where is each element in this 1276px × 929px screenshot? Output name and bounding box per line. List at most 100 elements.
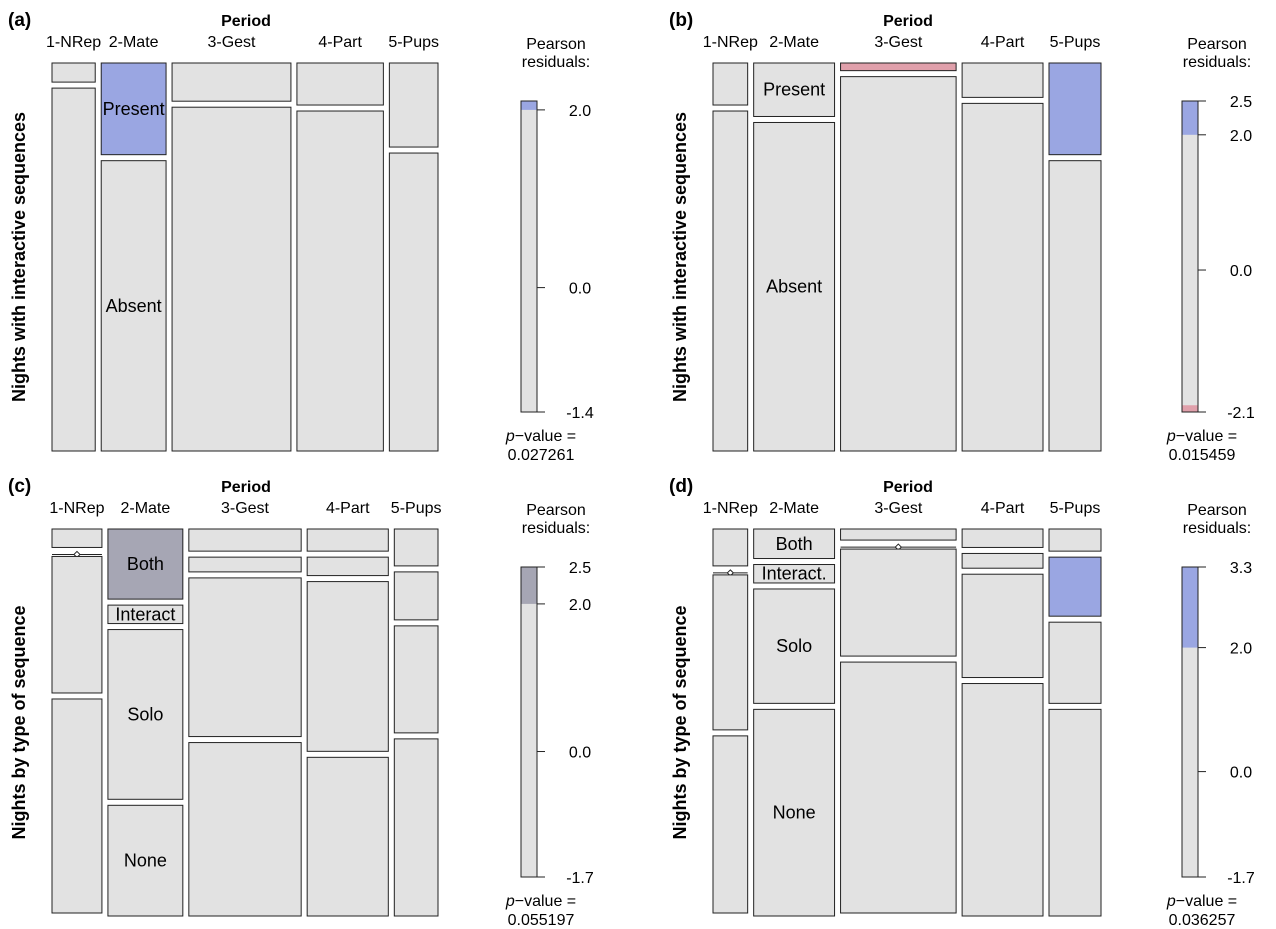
column-label: 3-Gest xyxy=(874,34,923,51)
column-label: 3-Gest xyxy=(874,500,923,517)
legend-positive-segment xyxy=(521,567,537,604)
cell-label: Both xyxy=(127,554,164,574)
cell-label: Both xyxy=(776,534,813,554)
mosaic-cell xyxy=(306,528,389,552)
column-label: 4-Part xyxy=(326,500,370,517)
mosaic-cell xyxy=(961,102,1044,452)
panel-letter: (a) xyxy=(8,10,31,31)
mosaic-cell xyxy=(107,528,184,600)
mosaic-cell xyxy=(961,528,1044,548)
mosaic-cell xyxy=(388,62,439,148)
column-label: 2-Mate xyxy=(769,34,819,51)
cell-label: Present xyxy=(103,99,165,119)
mosaic-cell xyxy=(753,121,836,452)
column-label: 1-NRep xyxy=(703,34,758,51)
mosaic-cell xyxy=(393,625,439,734)
mosaic-cell xyxy=(753,564,836,584)
y-axis-label: Nights by type of sequence xyxy=(9,605,29,839)
mosaic-cell xyxy=(51,698,103,914)
mosaic-cell xyxy=(840,76,957,452)
mosaic-cell xyxy=(100,160,167,452)
mosaic-cell xyxy=(840,528,957,541)
legend-title: Pearson xyxy=(526,36,586,53)
mosaic-cell xyxy=(107,804,184,917)
legend-tick-label: 0.0 xyxy=(1230,263,1252,280)
mosaic-cell xyxy=(961,573,1044,679)
column-label: 5-Pups xyxy=(388,34,439,51)
legend-tick-label: 2.0 xyxy=(1230,128,1252,145)
legend-title: Pearson xyxy=(526,502,586,519)
legend-tick-label: 0.0 xyxy=(569,745,591,762)
mosaic-cell xyxy=(306,756,389,917)
mosaic-cell xyxy=(840,548,957,657)
mosaic-panel: (d) Period Nights by type of sequence 1-NRe… xyxy=(669,476,1255,929)
cell-label: Solo xyxy=(776,636,812,656)
column-label: 5-Pups xyxy=(1050,34,1101,51)
pvalue-label: p−value = xyxy=(505,428,576,445)
mosaic-cell xyxy=(753,588,836,704)
mosaic-cell xyxy=(107,604,184,625)
cell-label: Interact xyxy=(115,604,175,624)
column-label: 2-Mate xyxy=(120,500,170,517)
mosaic-cell xyxy=(306,556,389,577)
column-axis-title: Period xyxy=(221,479,271,496)
y-axis-label: Nights with interactive sequences xyxy=(670,112,690,402)
y-axis-label: Nights with interactive sequences xyxy=(9,112,29,402)
column-label: 2-Mate xyxy=(769,500,819,517)
legend-tick-label: 2.0 xyxy=(569,597,591,614)
legend-bar xyxy=(520,566,538,878)
mosaic-panel: (b) Period Nights with interactive sequenc… xyxy=(669,10,1255,464)
legend-title: Pearson xyxy=(1187,502,1247,519)
column-label: 1-NRep xyxy=(46,34,101,51)
panel-letter: (b) xyxy=(669,10,693,31)
mosaic-cell xyxy=(393,738,439,917)
mosaic-cell xyxy=(296,110,384,452)
mosaic-cell xyxy=(388,152,439,452)
mosaic-cell xyxy=(296,62,384,106)
mosaic-cell xyxy=(107,629,184,800)
mosaic-cell xyxy=(753,708,836,917)
mosaic-cell xyxy=(393,571,439,621)
mosaic-cell xyxy=(712,110,749,452)
mosaic-cell xyxy=(100,62,167,156)
mosaic-cell xyxy=(961,552,1044,569)
legend-bar-outline xyxy=(1181,566,1199,878)
column-label: 5-Pups xyxy=(391,500,442,517)
column-label: 1-NRep xyxy=(49,500,104,517)
cell-label: Absent xyxy=(106,296,162,316)
mosaic-cell xyxy=(840,62,957,72)
pvalue-label: p−value = xyxy=(1166,893,1237,910)
legend-bar-outline xyxy=(520,100,538,413)
panel-letter: (c) xyxy=(8,476,31,497)
cell-label: Present xyxy=(763,80,825,100)
mosaic-cell xyxy=(840,661,957,914)
legend-bar xyxy=(520,100,538,413)
legend-bar-outline xyxy=(520,566,538,878)
pvalue-label: p−value = xyxy=(505,893,576,910)
mosaic-cell xyxy=(961,683,1044,917)
legend-title: residuals: xyxy=(1183,520,1251,537)
mosaic-panel: (a) Period Nights with interactive sequenc… xyxy=(8,10,594,464)
mosaic-cell xyxy=(51,555,103,694)
pvalue-number: 0.027261 xyxy=(508,447,575,464)
legend-title: residuals: xyxy=(1183,54,1251,71)
mosaic-cell xyxy=(961,62,1044,98)
legend-tick-label: 2.0 xyxy=(569,103,591,120)
column-label: 4-Part xyxy=(318,34,362,51)
mosaic-cell xyxy=(188,556,302,573)
mosaic-cell xyxy=(188,742,302,917)
mosaic-cell xyxy=(712,528,749,567)
column-label: 3-Gest xyxy=(221,500,270,517)
legend-tick-label: 2.5 xyxy=(1230,94,1252,111)
legend-bar-outline xyxy=(1181,100,1199,413)
legend-title: residuals: xyxy=(522,54,590,71)
legend-tick-label: -2.1 xyxy=(1227,405,1255,422)
column-axis-title: Period xyxy=(883,13,933,30)
cell-label: None xyxy=(773,803,816,823)
mosaic-cell xyxy=(51,87,96,452)
column-axis-title: Period xyxy=(221,13,271,30)
column-label: 4-Part xyxy=(981,500,1025,517)
legend-tick-label: -1.4 xyxy=(566,405,594,422)
legend-tick-label: -1.7 xyxy=(566,870,594,887)
cell-label: Solo xyxy=(127,704,163,724)
